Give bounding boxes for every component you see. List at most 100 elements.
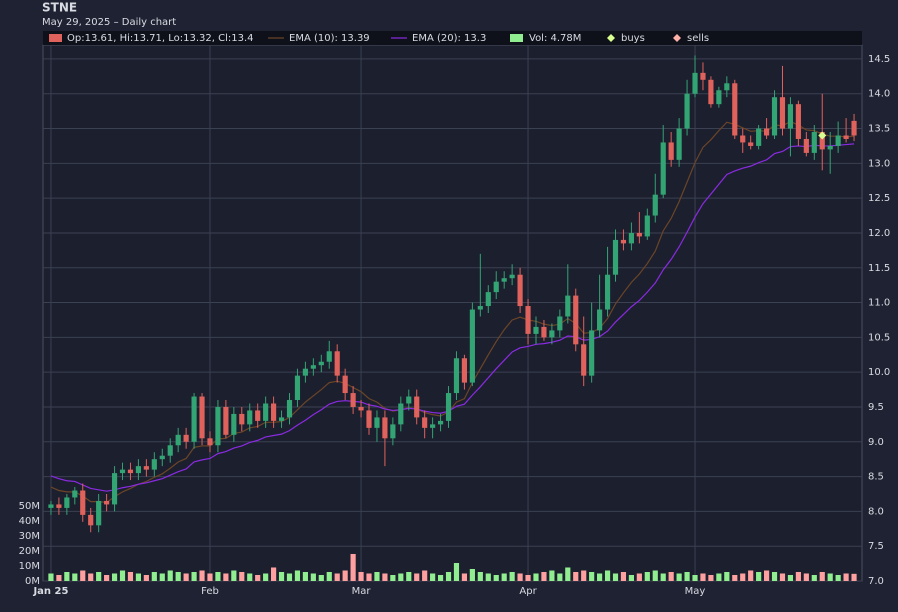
candle-body xyxy=(700,72,706,80)
volume-bar xyxy=(795,571,801,581)
candle-body xyxy=(88,514,94,526)
volume-bar xyxy=(700,573,706,581)
candle-body xyxy=(390,424,396,439)
candle-body xyxy=(119,469,126,474)
volume-bar xyxy=(390,574,396,581)
x-tick-label: Jan 25 xyxy=(32,586,68,597)
candle-body xyxy=(565,295,571,317)
ema-line xyxy=(50,143,855,492)
volume-bar xyxy=(835,574,841,581)
candle-body xyxy=(660,142,666,195)
volume-bar xyxy=(676,573,682,581)
candle-body xyxy=(183,434,189,442)
candle-body xyxy=(231,413,237,435)
volume-bar xyxy=(48,573,54,581)
volume-bar xyxy=(581,570,587,581)
volume-bar xyxy=(398,573,404,581)
volume-bar xyxy=(239,571,245,581)
volume-bar xyxy=(430,573,436,581)
volume-bar xyxy=(779,573,786,581)
candle-body xyxy=(779,97,786,129)
volume-bar xyxy=(318,574,324,581)
candle-body xyxy=(191,396,197,442)
volume-bar xyxy=(263,573,269,581)
volume-bar xyxy=(811,574,817,581)
volume-bar xyxy=(843,573,849,581)
volume-bar xyxy=(326,571,332,581)
candle-body xyxy=(255,410,261,421)
candle-body xyxy=(271,403,277,421)
volume-bar xyxy=(127,571,134,581)
volume-bar xyxy=(414,573,420,581)
y-tick-label: 14.0 xyxy=(868,89,890,100)
candle-body xyxy=(644,215,650,237)
candle-body xyxy=(430,424,436,428)
y-tick-label: 9.5 xyxy=(868,402,884,413)
candle-body xyxy=(151,459,157,470)
candle-body xyxy=(604,274,611,310)
legend-swatch xyxy=(49,34,62,42)
candle-body xyxy=(111,473,118,505)
volume-bar xyxy=(422,570,428,581)
candle-body xyxy=(684,93,690,129)
volume-bar xyxy=(175,571,181,581)
volume-bar xyxy=(493,574,499,581)
trade-marker xyxy=(818,131,827,140)
y-tick-label: 8.0 xyxy=(868,506,884,517)
volume-bar xyxy=(96,571,102,581)
candle-body xyxy=(525,306,531,334)
candle-body xyxy=(302,368,308,376)
y2-tick-label: 20M xyxy=(19,546,40,557)
candle-body xyxy=(581,344,587,376)
candle-body xyxy=(310,365,316,369)
volume-bar xyxy=(374,571,380,581)
volume-bar xyxy=(135,573,142,581)
candle-body xyxy=(620,239,627,244)
volume-bar xyxy=(437,574,444,581)
volume-bar xyxy=(72,573,78,581)
volume-bar xyxy=(191,571,197,581)
legend-text: EMA (10): 13.39 xyxy=(289,33,370,44)
volume-bar xyxy=(565,567,571,581)
volume-bar xyxy=(231,570,237,581)
candle-body xyxy=(56,504,62,508)
candle-body xyxy=(294,375,301,401)
volume-bar xyxy=(708,574,714,581)
volume-bar xyxy=(525,574,531,581)
x-tick-label: Feb xyxy=(201,586,219,597)
legend-strip xyxy=(43,31,862,45)
volume-bar xyxy=(509,571,515,581)
volume-bar xyxy=(533,573,539,581)
volume-bar xyxy=(302,571,308,581)
volume-bar xyxy=(223,573,229,581)
candle-body xyxy=(445,393,452,421)
candle-body xyxy=(286,400,293,418)
candle-body xyxy=(199,396,205,439)
volume-bar xyxy=(477,571,483,581)
chart-title: STNE xyxy=(42,1,77,15)
candle-body xyxy=(573,295,579,345)
candle-body xyxy=(215,406,221,446)
volume-bar xyxy=(286,573,293,581)
volume-bar xyxy=(143,574,149,581)
candle-body xyxy=(835,135,841,146)
candle-body xyxy=(326,351,332,362)
volume-bar xyxy=(119,570,126,581)
volume-bar xyxy=(366,573,372,581)
legend-text: buys xyxy=(621,33,645,44)
candle-body xyxy=(398,403,404,425)
volume-bar xyxy=(628,574,634,581)
volume-bar xyxy=(851,573,857,581)
volume-bar xyxy=(501,573,507,581)
candle-body xyxy=(80,490,86,515)
chart-subtitle: May 29, 2025 – Daily chart xyxy=(42,17,176,28)
candle-body xyxy=(207,438,213,446)
volume-bar xyxy=(541,571,547,581)
volume-bar xyxy=(644,571,650,581)
candle-body xyxy=(557,316,563,331)
volume-bar xyxy=(151,571,157,581)
y-tick-label: 11.0 xyxy=(868,298,890,309)
volume-bar xyxy=(597,573,603,581)
volume-bar xyxy=(636,573,642,581)
